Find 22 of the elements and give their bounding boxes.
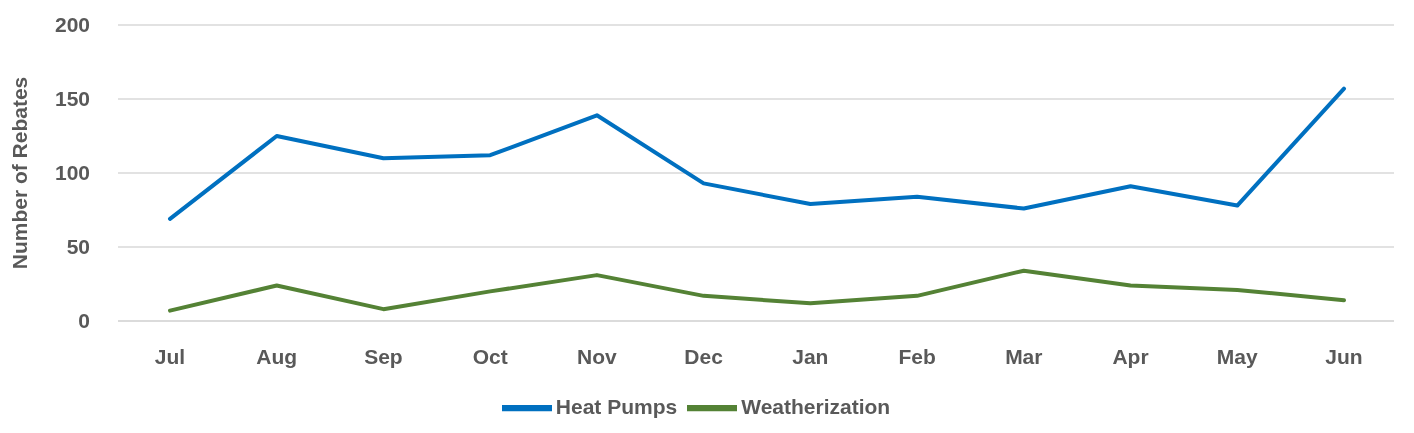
x-tick-label: Nov [577, 344, 618, 368]
x-tick-label: Jul [154, 344, 186, 368]
legend-label: Weatherization [741, 394, 891, 418]
y-tick-label: 50 [66, 235, 90, 259]
x-tick-label: Aug [256, 344, 298, 368]
line-series [168, 86, 1346, 221]
x-tick-label: May [1216, 344, 1259, 368]
x-tick-label: Oct [472, 344, 508, 368]
y-tick-label: 200 [54, 13, 90, 37]
x-tick-label: Dec [684, 344, 724, 368]
x-tick-label: Jan [792, 344, 829, 368]
x-tick-label: Feb [898, 344, 936, 368]
x-tick-label: Jun [1325, 344, 1363, 368]
x-tick-label: Mar [1005, 344, 1043, 368]
x-tick-label: Apr [1112, 344, 1149, 368]
y-axis-title: Number of Rebates [8, 76, 32, 270]
y-tick-label: 0 [78, 309, 90, 333]
legend-label: Heat Pumps [555, 394, 678, 418]
line-series [168, 268, 1346, 313]
y-tick-label: 100 [54, 161, 90, 185]
y-tick-label: 150 [54, 87, 90, 111]
x-tick-label: Sep [364, 344, 403, 368]
